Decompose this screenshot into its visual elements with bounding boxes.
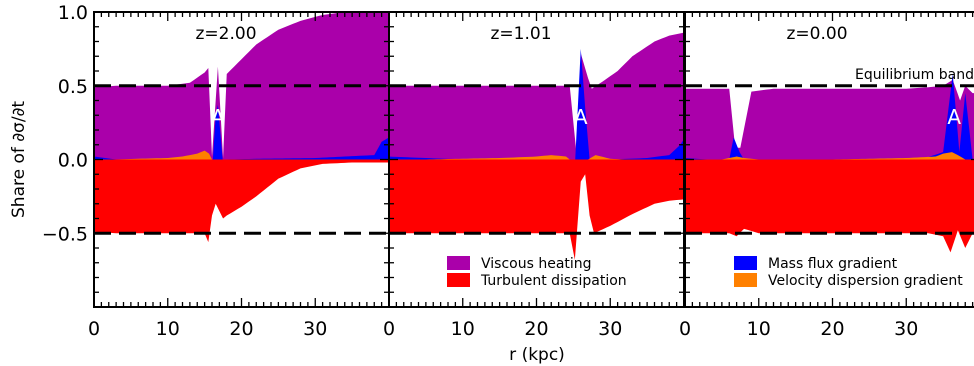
labels-layer: Share of ∂σ/∂t r (kpc) [9, 101, 565, 365]
peak-label: A [947, 105, 961, 129]
legend-swatch [447, 256, 470, 270]
band-annotation: Equilibrium band [855, 67, 974, 83]
area-turbulent [685, 159, 974, 253]
legend-swatch [734, 256, 757, 270]
legend-label: Viscous heating [481, 256, 592, 272]
area-viscous [389, 32, 684, 160]
x-tick-label: 20 [524, 318, 548, 340]
area-turbulent [94, 159, 389, 243]
x-tick-label: 30 [303, 318, 327, 340]
plot-area: 0 10 20 30 z=2.00 A 0 10 20 30 z=1.01 A 0 10 20 30 z=0.0… [42, 2, 974, 340]
x-tick-label: 10 [451, 318, 475, 340]
legend-label: Turbulent dissipation [480, 273, 627, 289]
legend-label: Mass flux gradient [768, 256, 898, 272]
x-tick-label: 0 [88, 318, 100, 340]
x-tick-label: 20 [820, 318, 844, 340]
legend-item: Turbulent dissipation [447, 273, 627, 289]
panel-1: 0 10 20 30 z=2.00 A [88, 11, 390, 340]
x-tick-label: 10 [156, 318, 180, 340]
area-viscous [685, 79, 974, 160]
x-tick-label: 0 [679, 318, 691, 340]
panel-label: z=1.01 [490, 24, 551, 44]
area-vel_disp [389, 155, 684, 160]
legend-label: Velocity dispersion gradient [768, 273, 963, 289]
peak-label: A [211, 105, 225, 129]
panel-frame [684, 11, 974, 308]
legend-item: Mass flux gradient [734, 256, 898, 272]
y-tick-label: −0.5 [42, 223, 88, 245]
x-tick-label: 30 [894, 318, 918, 340]
x-tick-label: 0 [383, 318, 395, 340]
area-turbulent [389, 159, 684, 260]
legend-swatch [447, 273, 470, 287]
y-axis-title: Share of ∂σ/∂t [9, 101, 29, 218]
area-vel_disp [685, 152, 974, 160]
area-mass_flux [685, 73, 974, 160]
legend-item: Viscous heating [447, 256, 592, 272]
panel-3: 0 10 20 30 z=0.00 A [679, 11, 974, 340]
y-tick-label: 0.5 [58, 76, 88, 98]
panel-2: 0 10 20 30 z=1.01 A [383, 11, 685, 340]
x-tick-label: 30 [598, 318, 622, 340]
panel-areas [685, 73, 974, 253]
panel-label: z=2.00 [195, 24, 256, 44]
panel-areas [389, 32, 684, 260]
area-viscous [94, 12, 389, 160]
x-tick-label: 20 [229, 318, 253, 340]
peak-label: A [574, 105, 588, 129]
panel-areas [94, 12, 389, 243]
y-tick-label: 1.0 [58, 2, 88, 24]
x-tick-label: 10 [747, 318, 771, 340]
legend-item: Velocity dispersion gradient [734, 273, 963, 289]
area-mass_flux [94, 104, 389, 173]
panel-label: z=0.00 [786, 24, 847, 44]
y-tick-label: 0.0 [58, 150, 88, 172]
legend-swatch [734, 273, 757, 287]
x-axis-title: r (kpc) [509, 345, 565, 365]
